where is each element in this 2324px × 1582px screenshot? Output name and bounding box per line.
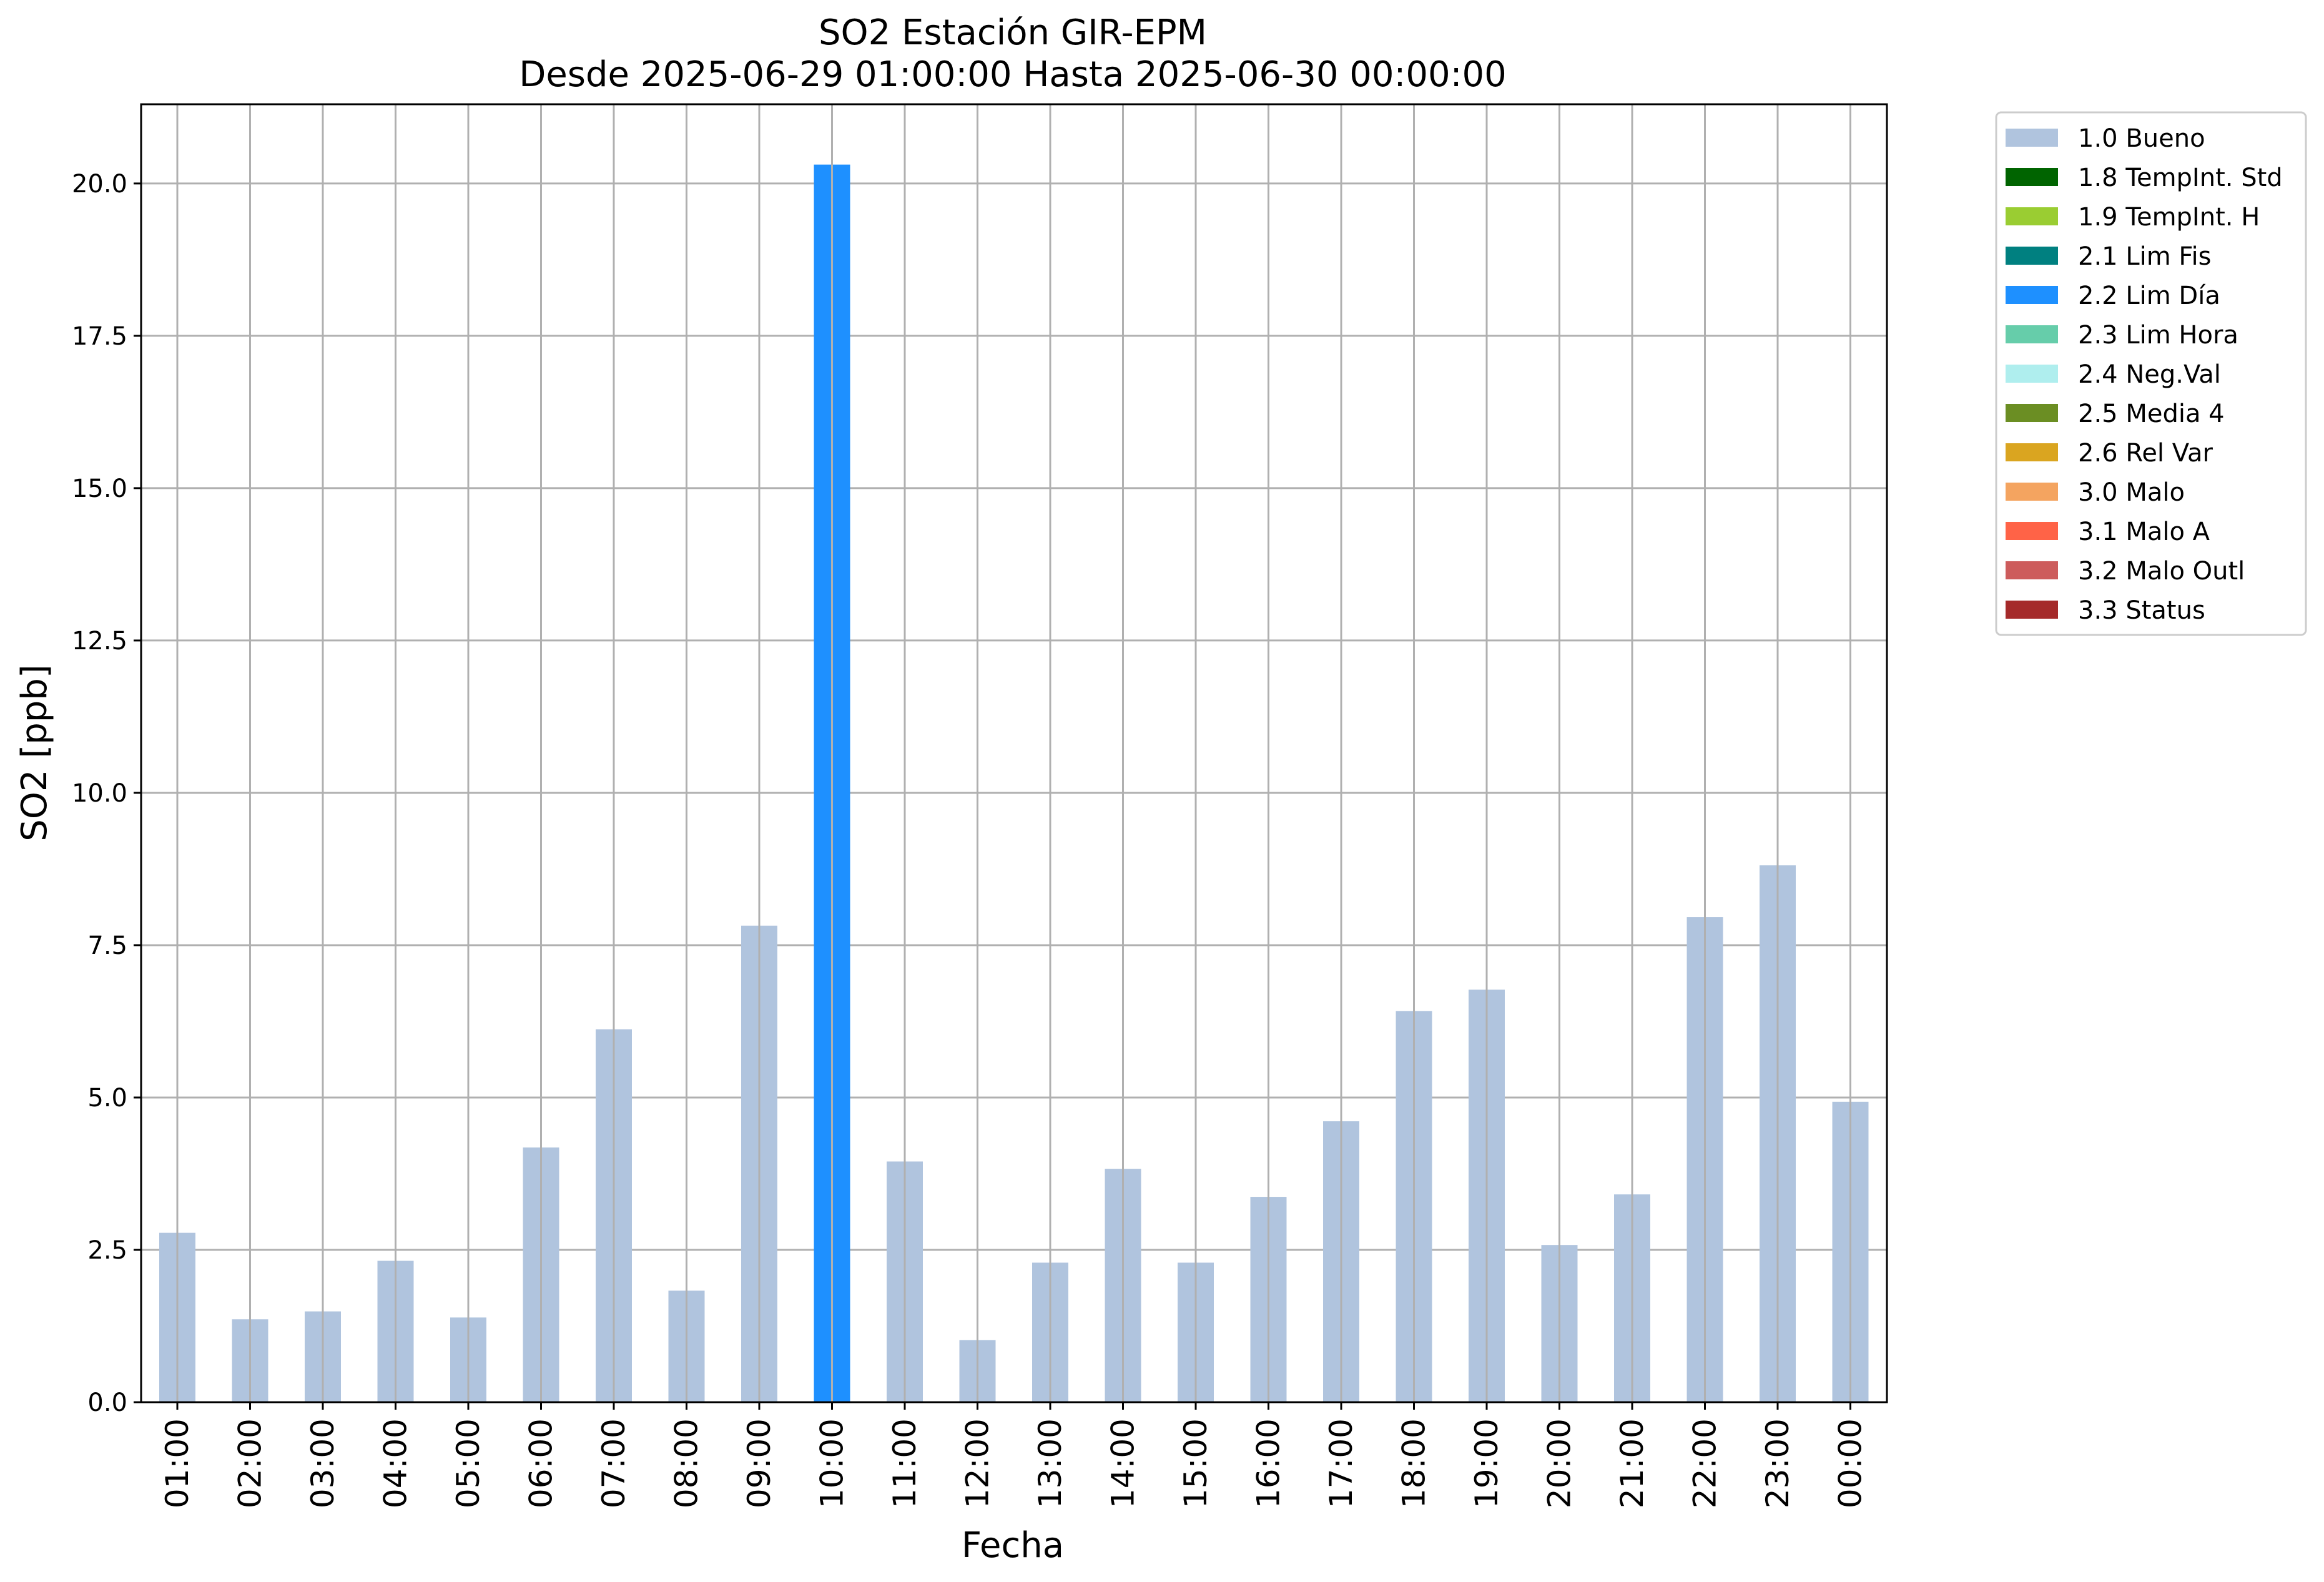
- legend-label: 2.2 Lim Día: [2078, 282, 2220, 310]
- legend-swatch: [2006, 325, 2058, 343]
- y-tick-label: 20.0: [72, 170, 127, 199]
- chart-subtitle: Desde 2025-06-29 01:00:00 Hasta 2025-06-…: [519, 54, 1507, 95]
- x-tick-label: 09:00: [741, 1418, 777, 1508]
- legend-label: 2.1 Lim Fis: [2078, 242, 2211, 271]
- x-tick-label: 23:00: [1760, 1418, 1796, 1508]
- legend-swatch: [2006, 286, 2058, 304]
- legend-label: 1.8 TempInt. Std: [2078, 164, 2283, 192]
- y-tick-label: 10.0: [72, 779, 127, 808]
- legend-swatch: [2006, 207, 2058, 225]
- x-tick-label: 06:00: [523, 1418, 559, 1508]
- x-tick-label: 10:00: [814, 1418, 850, 1508]
- x-tick-label: 08:00: [669, 1418, 705, 1508]
- legend-swatch: [2006, 601, 2058, 619]
- x-tick-label: 00:00: [1833, 1418, 1869, 1508]
- legend-swatch: [2006, 247, 2058, 265]
- x-tick-label: 02:00: [232, 1418, 268, 1508]
- x-tick-label: 20:00: [1542, 1418, 1578, 1508]
- y-tick-label: 7.5: [87, 931, 127, 960]
- x-tick-label: 17:00: [1323, 1418, 1359, 1508]
- legend-swatch: [2006, 522, 2058, 540]
- legend-swatch: [2006, 365, 2058, 383]
- legend-label: 3.1 Malo A: [2078, 518, 2210, 546]
- legend-swatch: [2006, 404, 2058, 422]
- legend-frame: [1995, 111, 2307, 636]
- plot-area-frame: [140, 103, 1888, 1403]
- x-tick-label: 22:00: [1687, 1418, 1723, 1508]
- legend-swatch: [2006, 561, 2058, 579]
- y-tick-label: 17.5: [72, 322, 127, 351]
- legend-label: 2.5 Media 4: [2078, 400, 2225, 428]
- vertical-grid-lines: [176, 104, 1851, 1402]
- x-tick-label: 19:00: [1469, 1418, 1505, 1508]
- legend-swatch: [2006, 483, 2058, 501]
- x-tick-label: 14:00: [1105, 1418, 1141, 1508]
- x-tick-label: 11:00: [887, 1418, 923, 1508]
- x-tick-label: 16:00: [1251, 1418, 1287, 1508]
- legend-label: 3.2 Malo Outl: [2078, 557, 2245, 586]
- legend-label: 2.4 Neg.Val: [2078, 360, 2221, 389]
- legend-label: 1.0 Bueno: [2078, 124, 2205, 153]
- x-tick-label: 07:00: [596, 1418, 632, 1508]
- x-tick-label: 12:00: [960, 1418, 996, 1508]
- legend-label: 3.0 Malo: [2078, 478, 2185, 507]
- legend-label: 2.6 Rel Var: [2078, 439, 2213, 468]
- y-axis-label: SO2 [ppb]: [14, 664, 55, 841]
- y-tick-label: 12.5: [72, 627, 127, 656]
- legend-swatch: [2006, 168, 2058, 186]
- legend-label: 1.9 TempInt. H: [2078, 203, 2260, 232]
- x-tick-label: 01:00: [159, 1418, 195, 1508]
- x-tick-label: 15:00: [1178, 1418, 1214, 1508]
- x-tick-label: 13:00: [1032, 1418, 1068, 1508]
- x-tick-label: 04:00: [378, 1418, 414, 1508]
- x-axis-label: Fecha: [962, 1525, 1064, 1566]
- legend-label: 3.3 Status: [2078, 596, 2205, 625]
- legend-swatch: [2006, 443, 2058, 461]
- y-tick-label: 0.0: [87, 1388, 127, 1417]
- legend-swatch: [2006, 129, 2058, 147]
- x-tick-label: 18:00: [1396, 1418, 1432, 1508]
- x-tick-label: 03:00: [305, 1418, 341, 1508]
- y-tick-label: 15.0: [72, 474, 127, 503]
- y-tick-label: 5.0: [87, 1084, 127, 1113]
- y-axis-ticks: 0.0 2.5 5.0 7.5 10.0 12.5 15.0 17.5 20.0: [72, 170, 141, 1417]
- x-tick-label: 21:00: [1614, 1418, 1650, 1508]
- legend: 1.0 Bueno 1.8 TempInt. Std 1.9 TempInt. H 2…: [1995, 111, 2307, 636]
- x-tick-label: 05:00: [450, 1418, 486, 1508]
- y-tick-label: 2.5: [87, 1236, 127, 1265]
- x-axis-ticks: 01:00 02:00 03:00 04:00 05:00 06:00 07:00 08:00…: [159, 1402, 1869, 1508]
- chart-title: SO2 Estación GIR-EPM: [819, 12, 1207, 53]
- legend-label: 2.3 Lim Hora: [2078, 321, 2238, 350]
- grid-lines: [141, 182, 1887, 1403]
